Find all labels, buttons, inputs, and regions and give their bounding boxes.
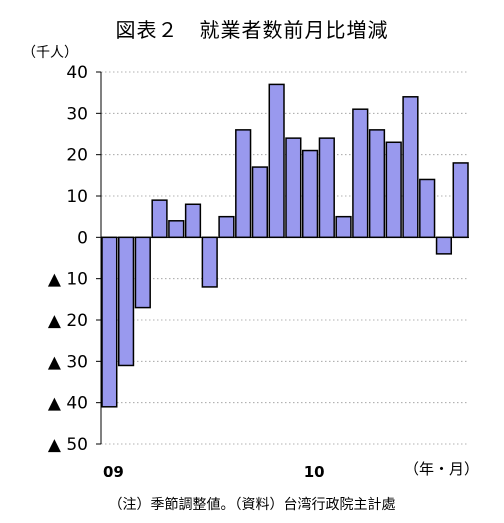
bar: [201, 236, 218, 288]
bar: [218, 215, 235, 239]
bar: [251, 166, 269, 239]
y-tick-label: ▲ 40: [48, 394, 88, 414]
gridlines: [101, 71, 469, 445]
y-tick-label: ▲ 20: [48, 311, 88, 331]
y-tick-labels: 40 30 20 10 0 ▲ 10 ▲ 20 ▲ 30 ▲ 40 ▲ 50: [48, 63, 88, 455]
bar-series: [101, 83, 469, 408]
y-tick-label: 40: [66, 63, 88, 83]
y-tick-label: 20: [66, 146, 88, 166]
y-unit-label: （千人）: [22, 45, 78, 61]
bar: [402, 96, 419, 239]
y-tick-label: 30: [66, 104, 88, 124]
y-tick-label: 0: [77, 228, 88, 248]
axes: [96, 71, 469, 445]
bar: [452, 162, 469, 239]
bar: [301, 149, 319, 239]
y-tick-label: 10: [66, 187, 88, 207]
bar: [151, 199, 168, 239]
bar: [134, 236, 151, 309]
x-tick-labels: 09 10: [103, 463, 325, 481]
bar: [168, 220, 185, 239]
bar: [368, 129, 386, 239]
bar: [318, 137, 335, 239]
y-tick-label: ▲ 30: [48, 352, 88, 372]
bar: [352, 108, 369, 239]
bar: [285, 137, 302, 239]
bar: [235, 129, 252, 239]
bar: [419, 178, 436, 239]
x-tick-label: 10: [304, 463, 325, 481]
bar: [101, 236, 118, 408]
y-tick-label: ▲ 10: [48, 270, 88, 290]
bar: [268, 83, 285, 239]
bar: [117, 236, 135, 367]
chart-title: 図表２ 就業者数前月比増減: [115, 18, 389, 42]
x-axis-label: （年・月）: [404, 460, 480, 478]
source-note: （注）季節調整値。（資料）台湾行政院主計處: [108, 497, 396, 513]
bar: [184, 203, 202, 239]
bar: [335, 215, 352, 239]
bar: [435, 236, 453, 255]
x-tick-label: 09: [103, 463, 124, 481]
bar: [385, 141, 402, 239]
y-tick-label: ▲ 50: [48, 435, 88, 455]
